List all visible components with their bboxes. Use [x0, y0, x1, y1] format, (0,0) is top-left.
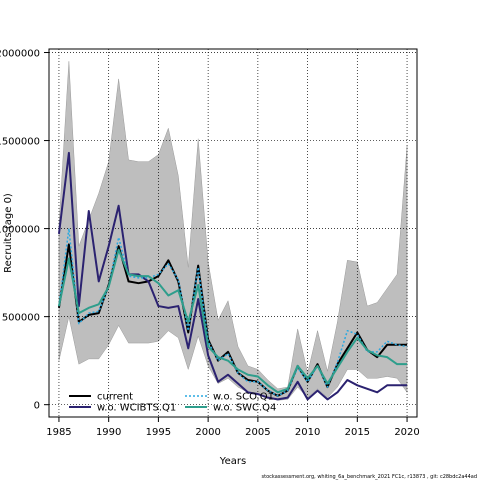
x-tick-label: 2015	[345, 427, 370, 438]
series-layer	[57, 151, 408, 401]
y-tick-label: 2000000	[0, 49, 40, 60]
y-tick-label: 500000	[2, 313, 40, 324]
x-tick-label: 1985	[46, 427, 71, 438]
legend-label: current	[97, 392, 133, 403]
plot-frame	[48, 48, 418, 418]
x-axis-label: Years	[219, 456, 246, 467]
series-line-w-o-wcibts-q1	[57, 151, 408, 401]
legend-label: w.o. WCIBTS.Q1	[97, 403, 176, 414]
y-tick-label: 0	[34, 401, 40, 412]
confidence-band	[58, 61, 408, 401]
y-tick-label: 1000000	[0, 225, 40, 236]
legend-label: w.o. SCO.Q1	[213, 392, 274, 403]
y-axis-label: Recruits (age 0)	[3, 193, 14, 273]
y-tick-label: 1500000	[0, 137, 40, 148]
series-line-w-o-swc-q4	[57, 248, 408, 394]
confidence-band-layer	[58, 61, 408, 401]
x-tick-label: 2020	[394, 427, 419, 438]
axis-layer: 1985 1990 1995 2000 2005 2010 2015 2020 0 500000 1…	[0, 49, 420, 438]
x-tick-label: 1990	[96, 427, 121, 438]
x-tick-label: 1995	[146, 427, 171, 438]
x-tick-label: 2010	[295, 427, 320, 438]
footnote: stockassessment.org, whiting_6a_benchmar…	[262, 474, 477, 480]
legend-label: w.o. SWC.Q4	[213, 403, 276, 414]
x-tick-label: 2000	[195, 427, 220, 438]
x-tick-label: 2005	[245, 427, 270, 438]
